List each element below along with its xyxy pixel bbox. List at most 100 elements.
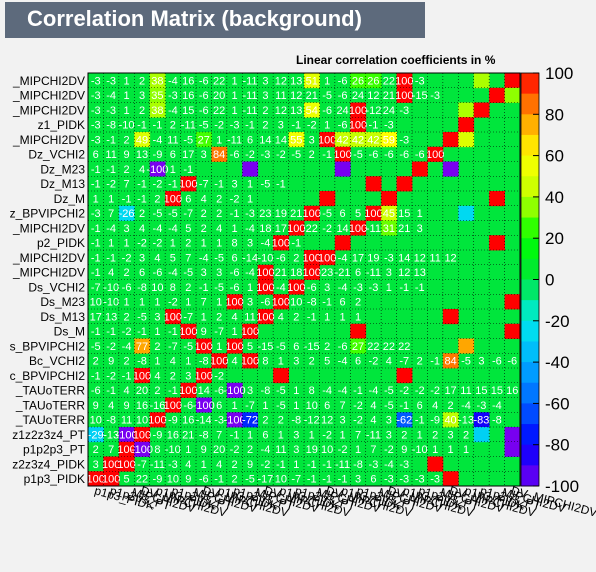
colorbar-tick-label: 40 [545,188,564,207]
cell-value-label: 100 [241,326,259,338]
cell-value-label: -4 [276,282,286,294]
cell-value-label: 1 [232,223,238,235]
cell-value-label: 2 [124,356,130,368]
cell-value-label: -6 [199,90,209,102]
cell-value-label: 10 [90,415,102,427]
cell-value-label: -8 [199,356,209,368]
cell-value-label: 9 [108,356,114,368]
cell-value-label: -7 [137,459,147,471]
y-axis-label: _MIPCHI2DV [12,251,85,265]
colorbar-tick-label: 100 [545,64,573,83]
cell-value-label: 3 [232,179,238,191]
cell-value-label: 9 [201,444,207,456]
plot-frame [87,72,521,487]
colorbar-segment [521,424,539,446]
cell-value-label: -8 [137,282,147,294]
y-axis-label: _MIPCHI2DV [12,103,85,117]
cell-value-label: 1 [448,444,454,456]
cell-value-label: 1 [154,297,160,309]
y-axis-label: Ds_VCHI2 [28,280,85,294]
cell-value-label: 3 [293,356,299,368]
cell-value-label: 24 [336,105,348,117]
cell-value-label: 2 [93,356,99,368]
heatmap-cell [118,427,135,443]
heatmap-cell [458,102,475,118]
heatmap-cell [319,132,336,148]
cell-value-label: -8 [492,415,502,427]
cell-value-label: 1 [185,444,191,456]
cell-value-label: -2 [322,429,332,441]
cell-value-label: 84 [444,356,456,368]
cell-value-label: 1 [232,90,238,102]
heatmap-cell [473,73,490,89]
heatmap-cell [504,73,521,89]
cell-value-label: -2 [369,356,379,368]
colorbar-segment [521,114,539,136]
cell-value-label: -5 [276,385,286,397]
cell-value-label: -4 [153,134,163,146]
cell-value-label: -3 [91,120,101,132]
heatmap-cell [334,132,351,148]
heatmap-cell [334,235,351,251]
cell-value-label: -4 [461,400,471,412]
cell-value-label: -1 [276,179,286,191]
cell-value-label: -5 [461,356,471,368]
cell-value-label: -5 [384,400,394,412]
cell-value-label: 2 [278,415,284,427]
colorbar-segment [521,362,539,384]
cell-value-label: 1 [417,208,423,220]
cell-value-label: 1 [293,400,299,412]
heatmap-cell [149,87,166,103]
cell-value-label: -3 [106,105,116,117]
cell-value-label: -12 [304,415,320,427]
cell-value-label: 2 [201,223,207,235]
cell-value-label: 2 [216,311,222,323]
cell-value-label: 22 [306,223,318,235]
heatmap-cell [458,338,475,354]
cell-value-label: 100 [287,223,305,235]
heatmap-cell [257,264,274,280]
cell-value-label: 1 [185,297,191,309]
cell-value-label: 11 [105,149,116,161]
cell-value-label: 9 [124,149,130,161]
heatmap-cell [381,132,397,148]
cell-value-label: 7 [355,429,361,441]
cell-value-label: 8 [170,282,176,294]
cell-value-label: 2 [139,105,145,117]
cell-value-label: 27 [352,341,364,353]
cell-value-label: 5 [170,252,176,264]
cell-value-label: 42 [352,134,364,146]
cell-value-label: 2 [293,252,299,264]
cell-value-label: -6 [199,75,209,87]
cell-value-label: -5 [276,400,286,412]
cell-value-label: -3 [369,282,379,294]
cell-value-label: 2 [154,385,160,397]
cell-value-label: -3 [168,90,178,102]
cell-value-label: 22 [213,105,225,117]
cell-value-label: 11 [460,385,471,397]
cell-value-label: -1 [106,252,116,264]
cell-value-label: 2 [124,134,130,146]
heatmap-cell [134,427,151,443]
cell-value-label: 23 [321,267,333,279]
cell-value-label: 12 [398,267,410,279]
cell-value-label: -2 [384,444,394,456]
cell-value-label: 6 [216,400,222,412]
colorbar-segment [521,134,539,157]
cell-value-label: 100 [364,208,382,220]
cell-value-label: 4 [185,459,191,471]
y-axis-label: Dz_M [54,192,85,206]
cell-value-label: 84 [213,149,225,161]
cell-value-label: -6 [261,297,271,309]
cell-value-label: -5 [384,385,394,397]
cell-value-label: 26 [367,75,379,87]
cell-value-label: 6 [247,134,253,146]
cell-value-label: 2 [139,75,145,87]
cell-value-label: -1 [137,120,147,132]
cell-value-label: -1 [245,120,255,132]
cell-value-label: 2 [309,356,315,368]
cell-value-label: 100 [210,356,228,368]
heatmap-cell [473,412,490,428]
heatmap-cell [196,397,212,413]
cell-value-label: 40 [444,415,456,427]
